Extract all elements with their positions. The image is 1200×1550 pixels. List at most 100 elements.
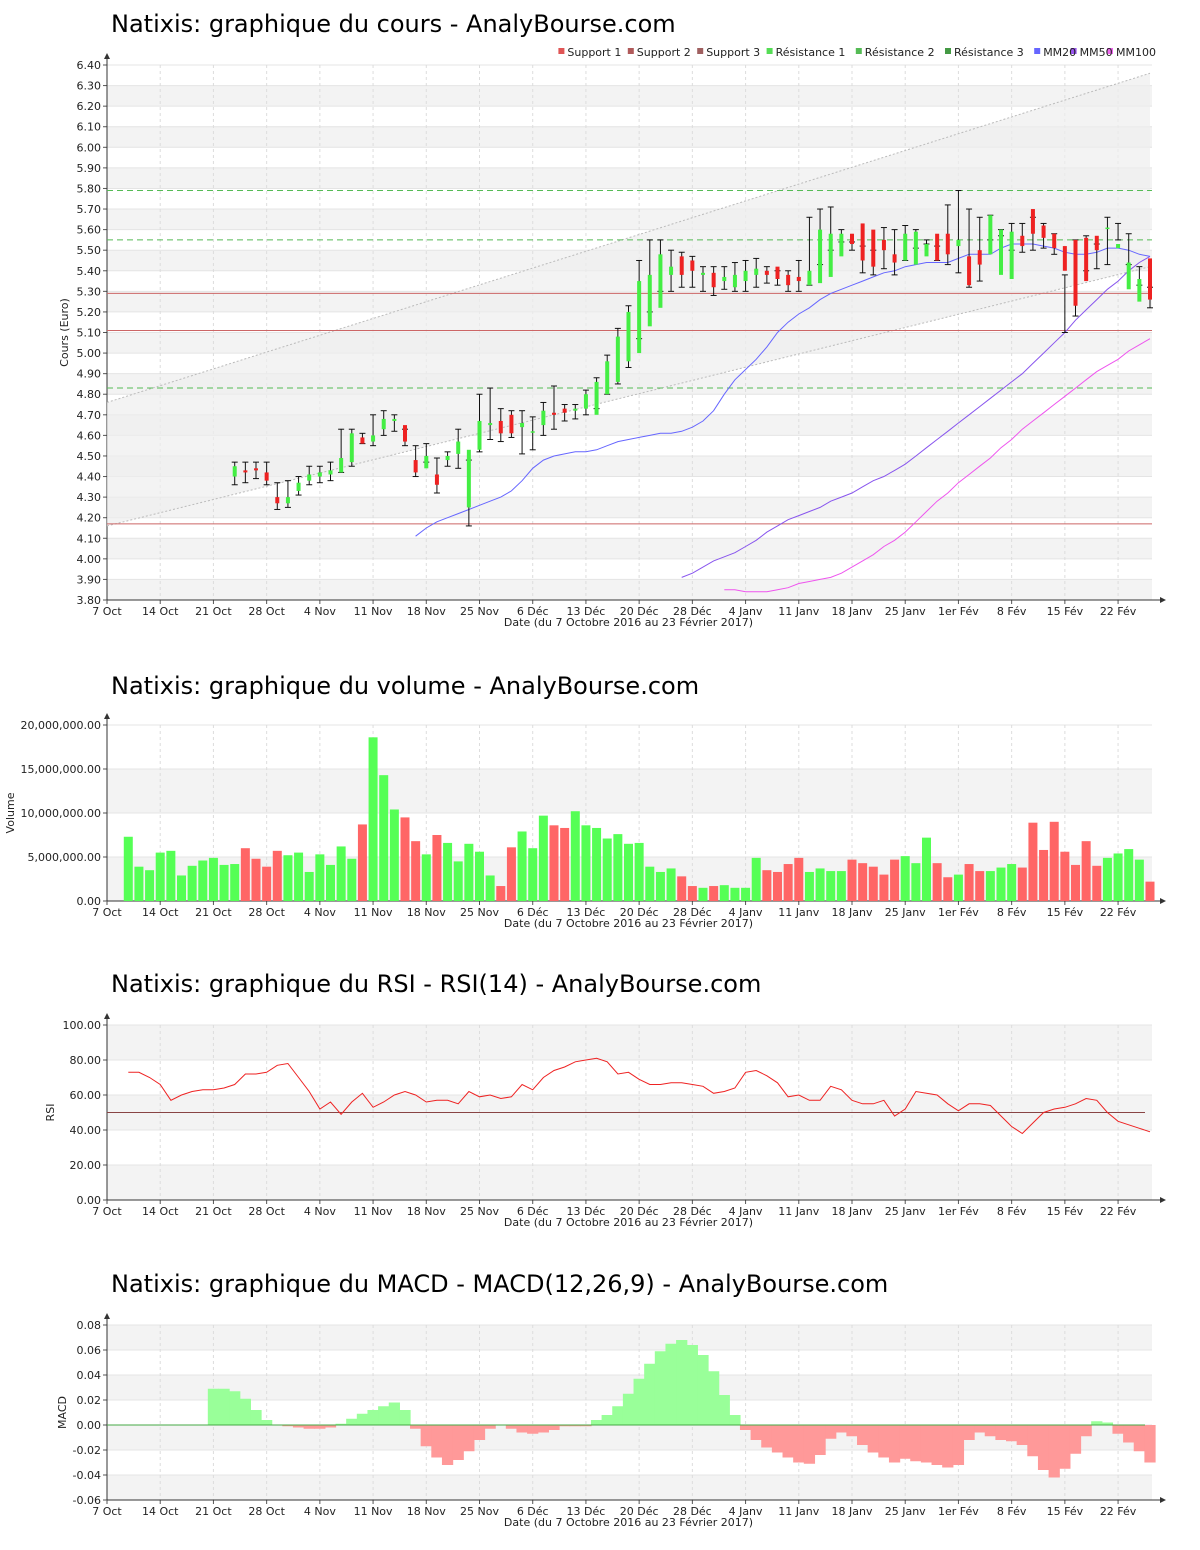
volume-bar <box>326 864 335 901</box>
candle-body <box>1073 239 1078 306</box>
x-tick-label: 8 Fév <box>997 1205 1027 1218</box>
macd-bar <box>207 1388 220 1425</box>
volume-bar <box>719 885 729 901</box>
y-tick-label: 20,000,000.00 <box>21 719 101 732</box>
x-tick-label: 18 Janv <box>832 906 873 919</box>
volume-bar <box>985 871 995 901</box>
x-tick-label: 4 Janv <box>729 906 763 919</box>
candle-body <box>296 482 301 491</box>
volume-bar <box>762 870 772 901</box>
y-tick-label: 40.00 <box>70 1124 102 1137</box>
x-tick-label: 8 Fév <box>997 605 1027 618</box>
macd-bar <box>324 1425 337 1428</box>
volume-bar <box>1134 859 1144 901</box>
x-tick-label: 25 Nov <box>460 605 499 618</box>
mm20-line <box>415 243 1151 537</box>
volume-bar <box>145 870 155 901</box>
x-tick-label: 7 Oct <box>92 605 122 618</box>
volume-bar <box>794 857 804 901</box>
volume-bar <box>1092 865 1102 901</box>
candle-body <box>892 254 897 263</box>
macd-bar <box>367 1410 379 1425</box>
x-tick-label: 20 Déc <box>620 1205 659 1218</box>
volume-bar <box>475 851 484 901</box>
candle-body <box>956 239 961 247</box>
macd-bar <box>335 1423 347 1425</box>
macd-bar <box>388 1402 400 1425</box>
volume-bar <box>826 871 836 901</box>
x-tick-label: 28 Oct <box>248 605 285 618</box>
candle-body <box>573 408 578 411</box>
x-axis-arrow <box>1160 1497 1166 1503</box>
candle-body <box>796 276 801 282</box>
volume-bar <box>730 887 740 901</box>
y-tick-label: 4.50 <box>77 450 102 463</box>
rsi-chart: 0.00 20.00 40.00 60.00 80.00 100.00 7 Oct 14 Oc… <box>44 1013 1166 1229</box>
y-tick-label: 5.30 <box>77 285 102 298</box>
x-tick-label: 11 Nov <box>354 605 393 618</box>
x-tick-label: 21 Oct <box>195 605 232 618</box>
volume-bar <box>1007 864 1017 901</box>
macd-bar <box>803 1425 816 1464</box>
volume-bar <box>166 850 176 901</box>
volume-bar <box>432 835 442 901</box>
volume-bar <box>208 857 218 901</box>
legend-label: MM20 <box>1043 46 1076 59</box>
macd-bar <box>548 1425 560 1430</box>
candle-body <box>850 233 854 245</box>
x-tick-label: 25 Janv <box>885 1505 926 1518</box>
volume-bar <box>751 857 761 901</box>
y-axis-title: MACD <box>56 1396 69 1429</box>
macd-bar <box>931 1425 943 1465</box>
macd-panel: Natixis: graphique du MACD - MACD(12,26,… <box>0 1260 1200 1550</box>
y-axis-arrow <box>104 53 110 59</box>
macd-bar <box>1144 1425 1156 1463</box>
candle-body <box>977 250 982 265</box>
y-tick-label: 5.90 <box>77 162 102 175</box>
macd-bar <box>1080 1425 1092 1437</box>
volume-bar <box>964 864 974 901</box>
candle-body <box>1052 233 1057 249</box>
candle-body <box>328 470 333 475</box>
candle-body <box>988 215 993 255</box>
grid-band <box>107 497 1152 518</box>
candle-body <box>626 311 631 362</box>
macd-bar <box>729 1415 741 1425</box>
macd-bar <box>250 1410 262 1425</box>
macd-bar <box>857 1425 869 1445</box>
candle-body <box>807 270 812 286</box>
volume-bar <box>666 868 676 901</box>
macd-bar <box>559 1425 571 1427</box>
macd-bar <box>1133 1425 1145 1452</box>
legend-swatch <box>945 48 951 54</box>
volume-bar <box>624 843 633 901</box>
candle-body <box>1137 279 1142 302</box>
x-tick-label: 14 Oct <box>142 605 179 618</box>
x-tick-label: 4 Nov <box>304 1505 336 1518</box>
volume-bar <box>198 860 208 901</box>
y-tick-label: 4.10 <box>77 532 102 545</box>
macd-bar <box>441 1425 454 1465</box>
volume-bar <box>379 775 389 901</box>
x-tick-label: 28 Déc <box>673 605 712 618</box>
volume-bar <box>272 850 282 901</box>
x-tick-label: 14 Oct <box>142 1205 179 1218</box>
candle-body <box>701 272 705 275</box>
volume-bar <box>953 874 963 901</box>
x-tick-label: 21 Oct <box>195 1205 232 1218</box>
macd-bar <box>1101 1422 1114 1425</box>
grid-band <box>107 126 1152 148</box>
y-tick-label: 0.08 <box>77 1319 102 1332</box>
candle-body <box>658 254 663 308</box>
y-tick-label: 0.06 <box>77 1344 102 1357</box>
x-tick-label: 7 Oct <box>92 906 122 919</box>
x-axis-title: Date (du 7 Octobre 2016 au 23 Février 20… <box>504 616 753 629</box>
x-tick-label: 4 Nov <box>304 605 336 618</box>
x-tick-label: 4 Janv <box>729 1505 763 1518</box>
price-chart: 3.80 3.90 4.00 4.10 4.20 4.30 4.40 4.50 4.60 4.70… <box>58 46 1166 629</box>
x-tick-label: 15 Fév <box>1047 906 1084 919</box>
candle-body <box>392 418 397 421</box>
candle-body <box>371 435 376 442</box>
candle-body <box>445 455 450 461</box>
macd-bar <box>899 1425 911 1459</box>
